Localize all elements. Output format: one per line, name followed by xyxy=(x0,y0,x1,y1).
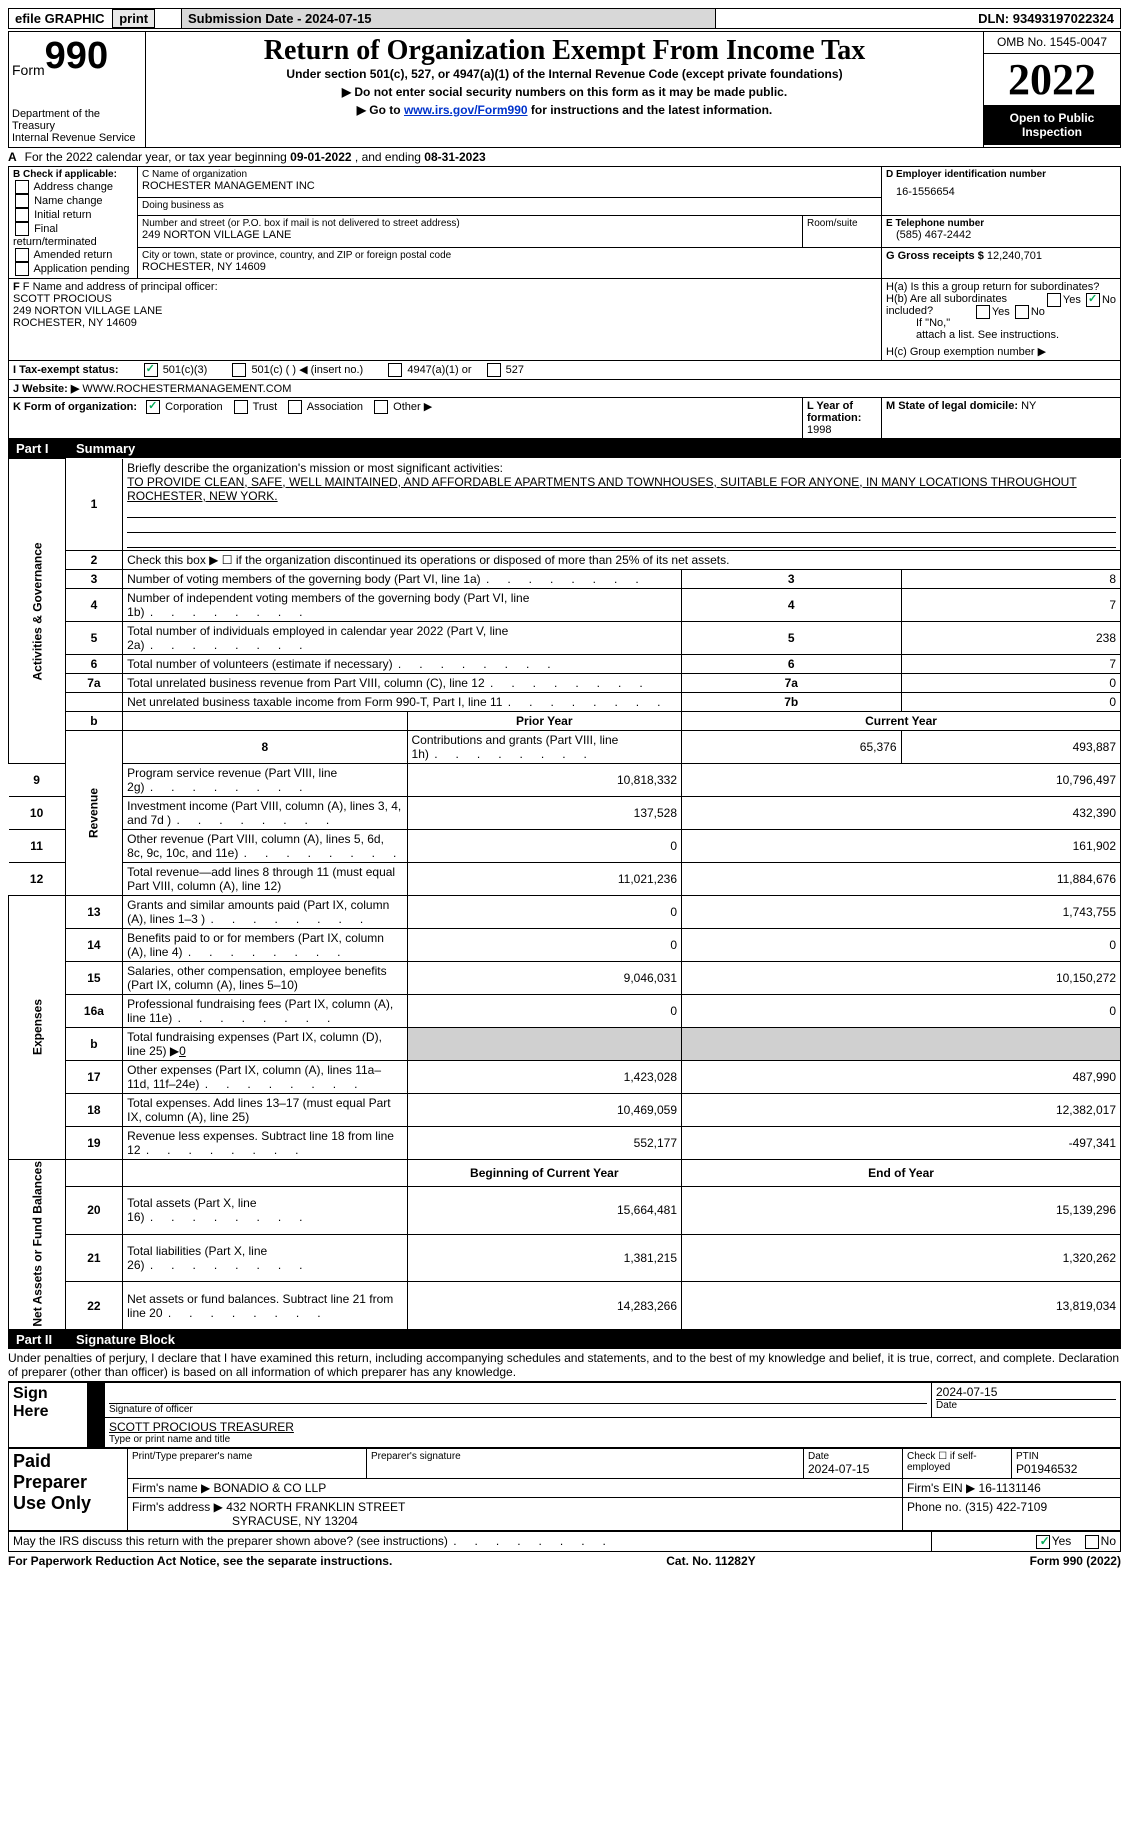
open-to-public: Open to Public Inspection xyxy=(984,105,1120,145)
box-h: H(a) Is this a group return for subordin… xyxy=(882,279,1121,344)
box-e: E Telephone number (585) 467-2442 xyxy=(882,216,1121,247)
form-header: Form990 Department of the Treasury Inter… xyxy=(8,31,1121,148)
print-button[interactable]: print xyxy=(112,9,155,28)
info-block: B Check if applicable: Address change Na… xyxy=(8,166,1121,439)
box-k: K Form of organization: Corporation Trus… xyxy=(9,398,803,439)
row-16b: Total fundraising expenses (Part IX, col… xyxy=(123,1027,407,1060)
mission: Briefly describe the organization's miss… xyxy=(123,459,1121,551)
box-c-street: Number and street (or P.O. box if mail i… xyxy=(138,216,803,247)
box-m: M State of legal domicile: NY xyxy=(882,398,1121,439)
box-i: I Tax-exempt status: 501(c)(3) 501(c) ( … xyxy=(9,361,1121,380)
hdr-current-year: Current Year xyxy=(682,711,1121,730)
vlabel-ag: Activities & Governance xyxy=(9,459,66,764)
line-2: Check this box ▶ ☐ if the organization d… xyxy=(123,550,1121,569)
page-footer: For Paperwork Reduction Act Notice, see … xyxy=(8,1554,1121,1568)
box-l: L Year of formation: 1998 xyxy=(803,398,882,439)
vlabel-exp: Expenses xyxy=(9,895,66,1159)
submission-date: Submission Date - 2024-07-15 xyxy=(182,9,716,29)
part1-bar: Part ISummary xyxy=(8,439,1121,458)
paid-preparer-block: Paid Preparer Use Only Print/Type prepar… xyxy=(8,1448,1121,1531)
subtitle-2: ▶ Do not enter social security numbers o… xyxy=(149,85,980,99)
form-title: Return of Organization Exempt From Incom… xyxy=(149,35,980,67)
paid-preparer-label: Paid Preparer Use Only xyxy=(9,1449,128,1531)
sign-here-block: Sign Here Signature of officer 2024-07-1… xyxy=(8,1382,1121,1448)
omb-cell: OMB No. 1545-0047 xyxy=(984,32,1121,54)
box-c-name: C Name of organization ROCHESTER MANAGEM… xyxy=(138,167,882,198)
box-g: G Gross receipts $ 12,240,701 xyxy=(882,247,1121,278)
form-number-cell: Form990 Department of the Treasury Inter… xyxy=(9,32,146,148)
sign-here-label: Sign Here xyxy=(9,1383,88,1448)
box-c-city: City or town, state or province, country… xyxy=(138,247,882,278)
irs-link[interactable]: www.irs.gov/Form990 xyxy=(404,103,528,117)
box-f: F F Name and address of principal office… xyxy=(9,279,882,361)
box-c-dba: Doing business as xyxy=(138,198,882,216)
discuss-row: May the IRS discuss this return with the… xyxy=(8,1531,1121,1552)
box-d: D Employer identification number 16-1556… xyxy=(882,167,1121,216)
box-j: J Website: ▶ WWW.ROCHESTERMANAGEMENT.COM xyxy=(9,380,1121,398)
hdr-prior-year: Prior Year xyxy=(407,711,682,730)
summary-table: Activities & Governance 1 Briefly descri… xyxy=(8,458,1121,1330)
vlabel-na: Net Assets or Fund Balances xyxy=(9,1159,66,1330)
box-b: B Check if applicable: Address change Na… xyxy=(9,167,138,279)
box-c-room: Room/suite xyxy=(803,216,882,247)
box-hc: H(c) Group exemption number ▶ xyxy=(882,343,1121,361)
line-a: AFor the 2022 calendar year, or tax year… xyxy=(8,148,1121,166)
dept-treasury: Department of the Treasury xyxy=(12,108,142,132)
year-cell: 2022 Open to Public Inspection xyxy=(984,53,1121,147)
subtitle-1: Under section 501(c), 527, or 4947(a)(1)… xyxy=(149,67,980,81)
vlabel-rev: Revenue xyxy=(65,730,122,895)
form-title-cell: Return of Organization Exempt From Incom… xyxy=(146,32,984,148)
subtitle-3: ▶ Go to www.irs.gov/Form990 for instruct… xyxy=(149,103,980,117)
top-bar: efile GRAPHIC print Submission Date - 20… xyxy=(8,8,1121,29)
penalties-text: Under penalties of perjury, I declare th… xyxy=(8,1349,1121,1382)
dln: DLN: 93493197022324 xyxy=(716,9,1121,29)
irs-label: Internal Revenue Service xyxy=(12,132,142,144)
efile-label: efile GRAPHIC print xyxy=(9,9,182,29)
part2-bar: Part IISignature Block xyxy=(8,1330,1121,1349)
